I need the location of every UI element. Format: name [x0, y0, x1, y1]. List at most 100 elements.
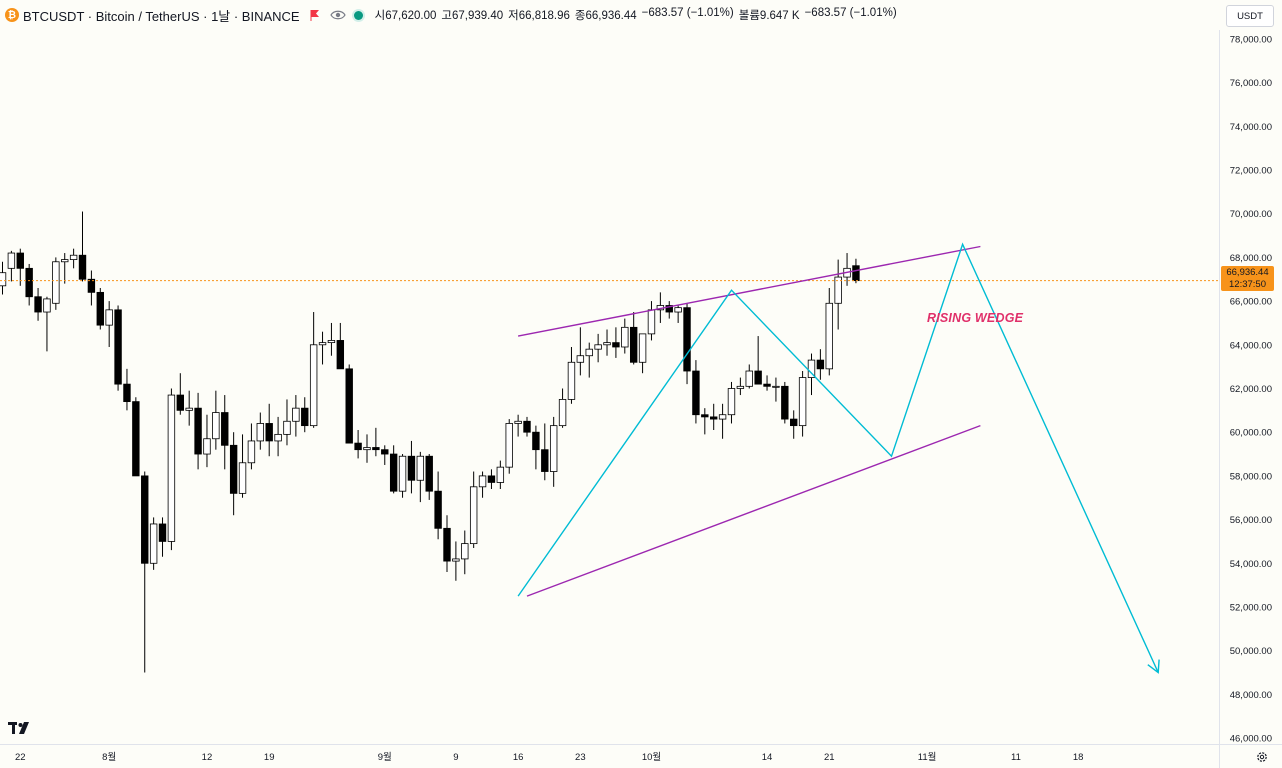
candle[interactable]: [25, 263, 33, 306]
candle[interactable]: [167, 388, 176, 551]
candle[interactable]: [149, 517, 158, 570]
candle[interactable]: [541, 423, 549, 481]
candle[interactable]: [407, 440, 416, 494]
candle[interactable]: [692, 360, 700, 424]
candle[interactable]: [16, 248, 24, 286]
candle[interactable]: [558, 388, 567, 428]
candle[interactable]: [327, 322, 336, 356]
candle[interactable]: [105, 301, 113, 347]
candle[interactable]: [816, 349, 825, 380]
candle[interactable]: [203, 414, 211, 468]
candle[interactable]: [389, 445, 398, 494]
candle[interactable]: [61, 253, 69, 284]
candle[interactable]: [505, 419, 513, 474]
candle[interactable]: [265, 403, 273, 457]
candle[interactable]: [443, 515, 451, 573]
candle[interactable]: [345, 364, 353, 444]
candle[interactable]: [736, 377, 745, 396]
candle[interactable]: [69, 248, 78, 269]
eye-icon[interactable]: [329, 9, 346, 21]
candle[interactable]: [372, 427, 380, 457]
flag-icon[interactable]: [310, 9, 320, 21]
candle[interactable]: [798, 371, 807, 437]
candle[interactable]: [807, 353, 816, 396]
candle[interactable]: [114, 305, 122, 391]
candle[interactable]: [754, 336, 762, 385]
candle[interactable]: [638, 333, 647, 374]
candle[interactable]: [549, 416, 558, 487]
candle[interactable]: [256, 412, 265, 450]
candle[interactable]: [34, 287, 42, 321]
candle[interactable]: [710, 403, 718, 431]
candle[interactable]: [7, 250, 16, 282]
candle[interactable]: [469, 471, 478, 548]
candle[interactable]: [247, 423, 256, 470]
candle[interactable]: [309, 312, 318, 428]
market-status-indicator[interactable]: [353, 10, 363, 20]
candle[interactable]: [594, 333, 602, 363]
candle[interactable]: [274, 416, 282, 457]
candle[interactable]: [629, 312, 638, 365]
candle[interactable]: [0, 261, 7, 295]
candle[interactable]: [301, 397, 309, 433]
candle[interactable]: [132, 397, 140, 477]
candle[interactable]: [478, 471, 487, 498]
candle[interactable]: [283, 399, 291, 446]
tradingview-logo-icon[interactable]: [8, 721, 34, 735]
candle[interactable]: [701, 408, 709, 435]
candle[interactable]: [576, 327, 585, 376]
candle[interactable]: [123, 368, 131, 411]
candle[interactable]: [487, 469, 496, 490]
candle[interactable]: [238, 434, 247, 498]
candle[interactable]: [434, 471, 442, 540]
candle[interactable]: [674, 305, 682, 323]
candle[interactable]: [665, 301, 673, 319]
wedge-lower[interactable]: [526, 424, 981, 597]
candle[interactable]: [763, 375, 771, 391]
candle[interactable]: [381, 445, 389, 465]
candle[interactable]: [87, 270, 96, 306]
candle[interactable]: [647, 301, 656, 341]
candle[interactable]: [683, 303, 691, 385]
candle[interactable]: [221, 395, 229, 470]
candle[interactable]: [621, 318, 629, 354]
candle[interactable]: [461, 530, 469, 575]
candle[interactable]: [718, 403, 727, 439]
candle[interactable]: [398, 454, 407, 498]
candle[interactable]: [52, 257, 60, 310]
candle[interactable]: [585, 342, 593, 378]
candle[interactable]: [727, 381, 736, 424]
candle[interactable]: [790, 410, 798, 439]
wedge-upper[interactable]: [517, 245, 981, 337]
candle[interactable]: [292, 395, 300, 437]
candle[interactable]: [43, 296, 51, 352]
candle[interactable]: [834, 259, 842, 330]
candle[interactable]: [425, 454, 433, 500]
candle[interactable]: [141, 471, 149, 673]
rising-wedge-label[interactable]: RISING WEDGE: [927, 311, 1024, 325]
candle[interactable]: [336, 322, 345, 370]
wave-path[interactable]: [517, 242, 1159, 673]
candle[interactable]: [532, 425, 540, 470]
currency-select-button[interactable]: USDT: [1226, 5, 1274, 27]
candle[interactable]: [567, 346, 576, 404]
candle[interactable]: [603, 329, 611, 356]
candle[interactable]: [354, 430, 362, 459]
candle[interactable]: [416, 451, 425, 503]
gear-icon[interactable]: [1256, 751, 1268, 763]
candle[interactable]: [318, 331, 327, 365]
candle[interactable]: [781, 381, 789, 424]
candle[interactable]: [745, 364, 753, 389]
candle[interactable]: [612, 327, 620, 358]
candle[interactable]: [363, 434, 371, 463]
candle[interactable]: [229, 432, 238, 516]
candle[interactable]: [452, 541, 460, 581]
candle[interactable]: [96, 287, 104, 330]
candle[interactable]: [158, 517, 167, 557]
candle[interactable]: [212, 390, 220, 450]
candle[interactable]: [176, 373, 184, 415]
candle[interactable]: [772, 377, 780, 402]
candle[interactable]: [185, 390, 193, 426]
candle[interactable]: [514, 414, 522, 437]
